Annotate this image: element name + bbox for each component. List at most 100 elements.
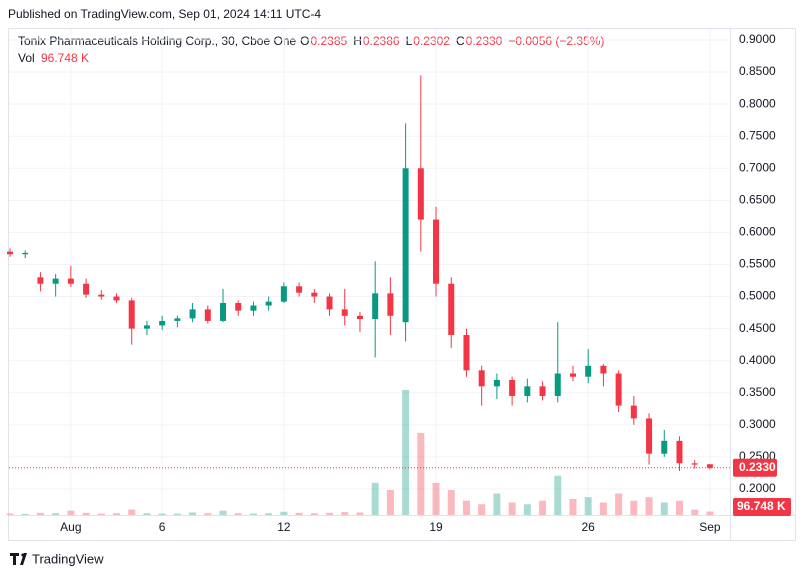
volume-value: 96.748 K	[41, 51, 89, 65]
candle-body	[448, 283, 455, 336]
candle-body	[630, 405, 637, 419]
last-price-box	[733, 458, 777, 477]
ohlc-value: 0.2385	[311, 34, 348, 48]
candle-body	[311, 292, 318, 297]
candle-body	[646, 418, 653, 454]
volume-bar	[417, 432, 425, 515]
volume-bar	[432, 482, 440, 515]
volume-bar	[21, 513, 29, 515]
frame	[8, 28, 796, 541]
x-tick-label: Sep	[699, 520, 721, 534]
y-tick-label: 0.3500	[739, 385, 776, 399]
candle-body	[265, 301, 272, 306]
volume-bar	[158, 513, 166, 515]
candle-body	[143, 325, 150, 329]
candle-body	[356, 315, 363, 319]
ohlc-key: C	[456, 34, 465, 48]
ohlc-key: L	[406, 34, 413, 48]
candle-body	[569, 373, 576, 377]
ohlc-key: O	[300, 34, 309, 48]
published: Published on TradingView.com, Sep 01, 20…	[8, 7, 321, 21]
logo-mark	[10, 553, 27, 565]
volume-bar	[6, 513, 14, 515]
ohlc-value: 0.2330	[466, 34, 503, 48]
volume-bar	[97, 513, 105, 515]
candle-body	[387, 293, 394, 316]
candle-body	[509, 379, 516, 396]
candle-body	[128, 300, 135, 329]
candle-body	[159, 320, 166, 326]
volume-bar	[234, 513, 242, 515]
volume-bar	[675, 500, 683, 515]
y-tick-label: 0.7000	[739, 160, 776, 174]
x-tick-label: 12	[277, 520, 291, 534]
volume-bar	[143, 513, 151, 515]
volume-bar	[660, 502, 668, 515]
candle-body	[600, 365, 607, 374]
y-tick-label: 0.2000	[739, 481, 776, 495]
candle-body	[22, 252, 29, 255]
volume-bar	[523, 504, 531, 515]
volume-bar	[295, 512, 303, 515]
volume-bar	[615, 493, 623, 515]
ohlc-key: H	[353, 34, 362, 48]
volume-bar	[341, 512, 349, 515]
volume-bar	[310, 513, 318, 515]
y-tick-label: 0.4000	[739, 353, 776, 367]
volume-bar	[173, 513, 181, 515]
y-tick-label: 0.7500	[739, 128, 776, 142]
y-tick-label: 0.5000	[739, 289, 776, 303]
x-tick-label: 26	[582, 520, 596, 534]
legend: Tonix Pharmaceuticals Holding Corp., 30,…	[18, 34, 296, 65]
volume-bar	[539, 500, 547, 515]
candle-body	[280, 286, 287, 302]
volume-bar	[128, 509, 136, 515]
x-tick-label: Aug	[60, 520, 81, 534]
candle-body	[113, 296, 120, 301]
volume-bar	[326, 512, 334, 515]
candle-body	[539, 386, 546, 396]
x-tick-label: 6	[159, 520, 166, 534]
y-tick-label: 0.9000	[739, 32, 776, 46]
volume-bar	[52, 513, 60, 515]
volume-label: Vol	[18, 51, 35, 65]
candle-body	[98, 294, 105, 297]
last-price-label: 0.2330	[739, 460, 776, 474]
candle-body	[189, 309, 196, 319]
volume-bar	[219, 510, 227, 515]
volume-bar	[569, 498, 577, 515]
ohlc-value: 0.2302	[413, 34, 450, 48]
candle-body	[554, 373, 561, 396]
candle-body	[37, 277, 44, 284]
volume-bar	[386, 490, 394, 515]
volume-bar	[691, 509, 699, 515]
volume-bar	[478, 504, 486, 515]
y-tick-label: 0.5500	[739, 257, 776, 271]
volume-bar	[356, 512, 364, 515]
volume-bar	[204, 513, 212, 515]
candle-body	[220, 302, 227, 321]
candle-body	[372, 293, 379, 319]
symbol: Tonix Pharmaceuticals Holding Corp., 30,…	[18, 34, 296, 48]
candle-body	[463, 335, 470, 371]
y-tick-label: 0.8500	[739, 64, 776, 78]
volume-bar	[599, 502, 607, 515]
candle-body	[585, 365, 592, 377]
candle-body	[691, 463, 698, 465]
brand: TradingView	[32, 551, 104, 566]
candle-body	[417, 168, 424, 220]
last-volume-label: 96.748 K	[737, 499, 786, 513]
candle-body	[7, 251, 13, 255]
candle-body	[661, 440, 668, 454]
y-tick-label: 0.8000	[739, 96, 776, 110]
volume-bar	[249, 513, 257, 515]
candle-body	[52, 278, 59, 284]
candle-body	[341, 309, 348, 316]
candle-body	[493, 379, 500, 387]
grid	[9, 29, 730, 515]
volume-bar	[189, 512, 197, 515]
volume-bar	[67, 510, 75, 515]
candle-body	[250, 305, 257, 311]
